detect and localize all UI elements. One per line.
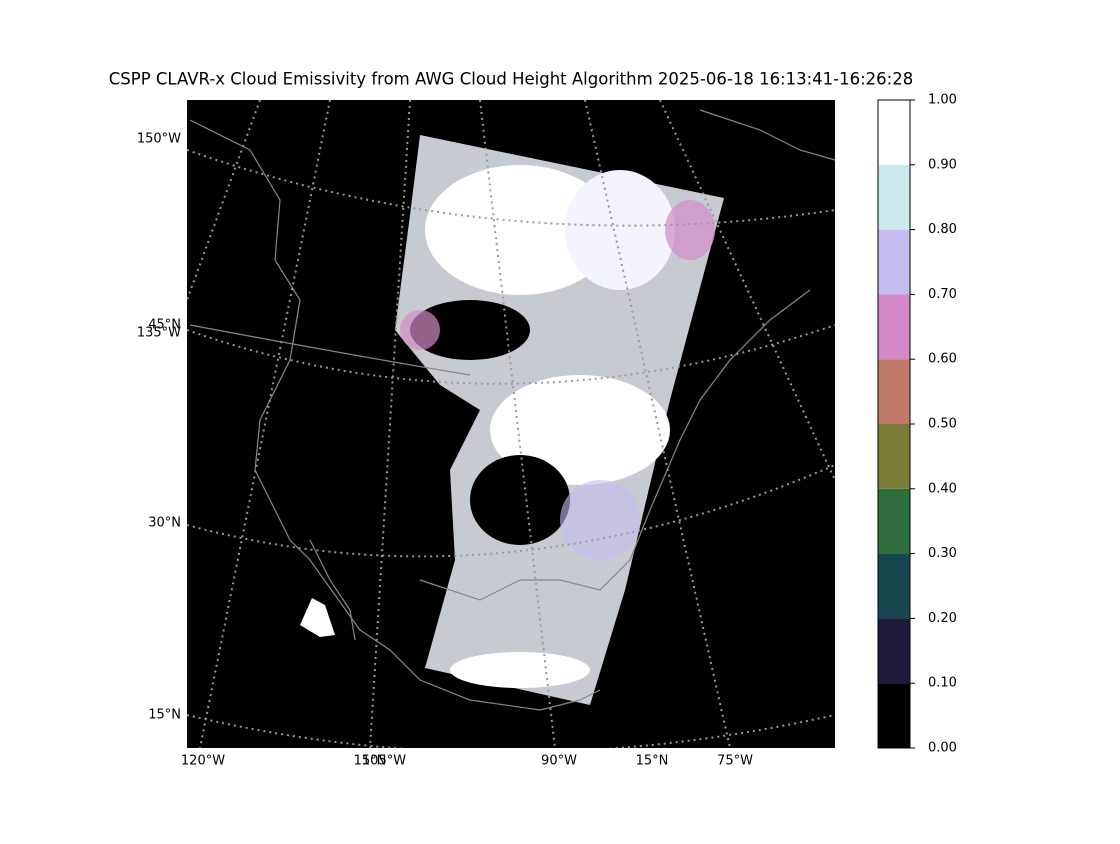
colorbar-tick-label: 0.50 [928, 417, 957, 432]
lon-label: 15°N [354, 754, 387, 769]
lon-label: 105°W [362, 754, 406, 769]
colorbar-segment [878, 683, 910, 748]
colorbar: 0.00 0.10 0.20 0.30 0.40 0.50 0.60 0.70 0.80 0.90… [878, 93, 957, 756]
colorbar-frame [877, 99, 911, 749]
colorbar-tick-label: 0.10 [928, 676, 957, 691]
colorbar-tick-label: 0.70 [928, 287, 957, 302]
colorbar-tick-label: 1.00 [928, 93, 957, 108]
colorbar-tick-label: 0.00 [928, 741, 957, 756]
cloud-swath [300, 135, 724, 705]
colorbar-tick-label: 0.40 [928, 481, 957, 496]
colorbar-segment [878, 100, 910, 165]
coastlines [189, 109, 835, 711]
colorbar-tick-label: 0.30 [928, 546, 957, 561]
lat-label: 135°W [137, 326, 181, 341]
graticule [187, 100, 835, 748]
lat-label: 150°W [137, 132, 181, 147]
colorbar-segment [878, 359, 910, 424]
colorbar-tick-label: 0.20 [928, 611, 957, 626]
colorbar-tick-label: 0.80 [928, 222, 957, 237]
colorbar-segment [878, 164, 910, 230]
lon-label: 90°W [541, 754, 577, 769]
map [187, 100, 835, 748]
colorbar-segment [878, 424, 910, 489]
lat-label: 30°N [148, 516, 181, 531]
colorbar-tick-label: 0.60 [928, 352, 957, 367]
lat-label: 15°N [148, 708, 181, 723]
lon-label: 75°W [717, 754, 753, 769]
colorbar-segment [878, 294, 910, 360]
lon-label: 15°N [636, 754, 669, 769]
colorbar-segment [878, 618, 910, 684]
colorbar-segment [878, 553, 910, 619]
map-title: CSPP CLAVR-x Cloud Emissivity from AWG C… [109, 70, 913, 89]
lat-label: 45°N [148, 318, 181, 333]
colorbar-tick-label: 0.90 [928, 157, 957, 172]
colorbar-segment [878, 488, 910, 554]
colorbar-segment [878, 229, 910, 295]
lon-label: 120°W [181, 754, 225, 769]
